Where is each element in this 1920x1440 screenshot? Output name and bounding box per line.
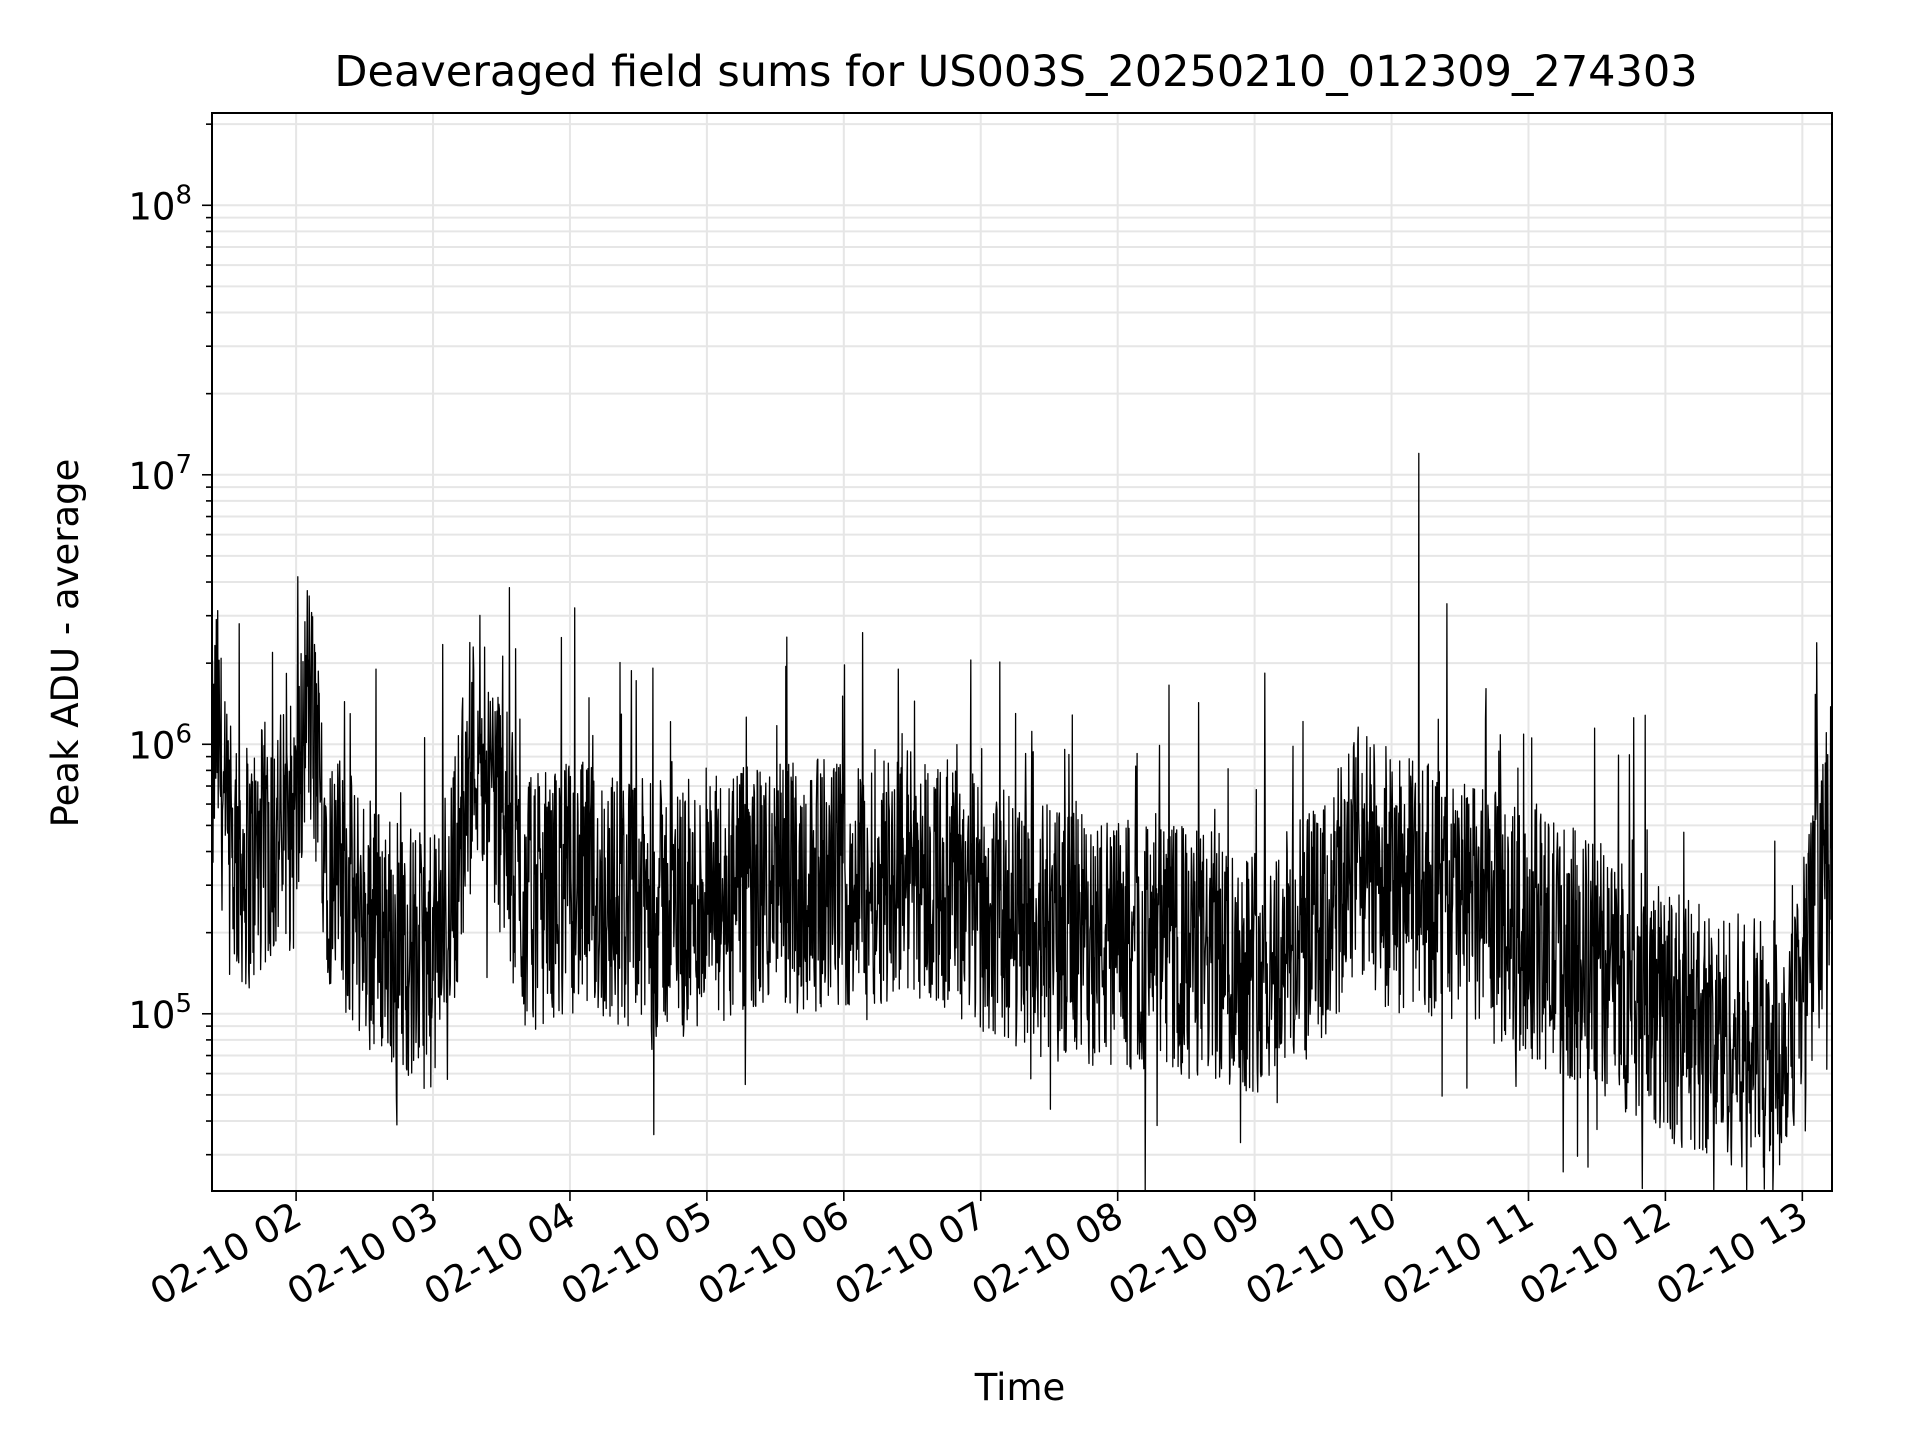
series-line [211,452,1833,1192]
y-axis-label: Peak ADU - average [44,459,87,828]
y-tick-label: 107 [128,450,192,498]
plot-frame [211,112,1833,1192]
chart-title: Deaveraged field sums for US003S_2025021… [334,47,1697,97]
y-tick-layer: 105 106 107 108 [128,123,212,1156]
y-tick-label: 106 [128,719,192,767]
line-layer [211,452,1833,1192]
y-tick-label: 105 [128,989,192,1037]
x-axis-label: Time [974,1366,1066,1409]
y-tick-label: 108 [128,180,192,228]
